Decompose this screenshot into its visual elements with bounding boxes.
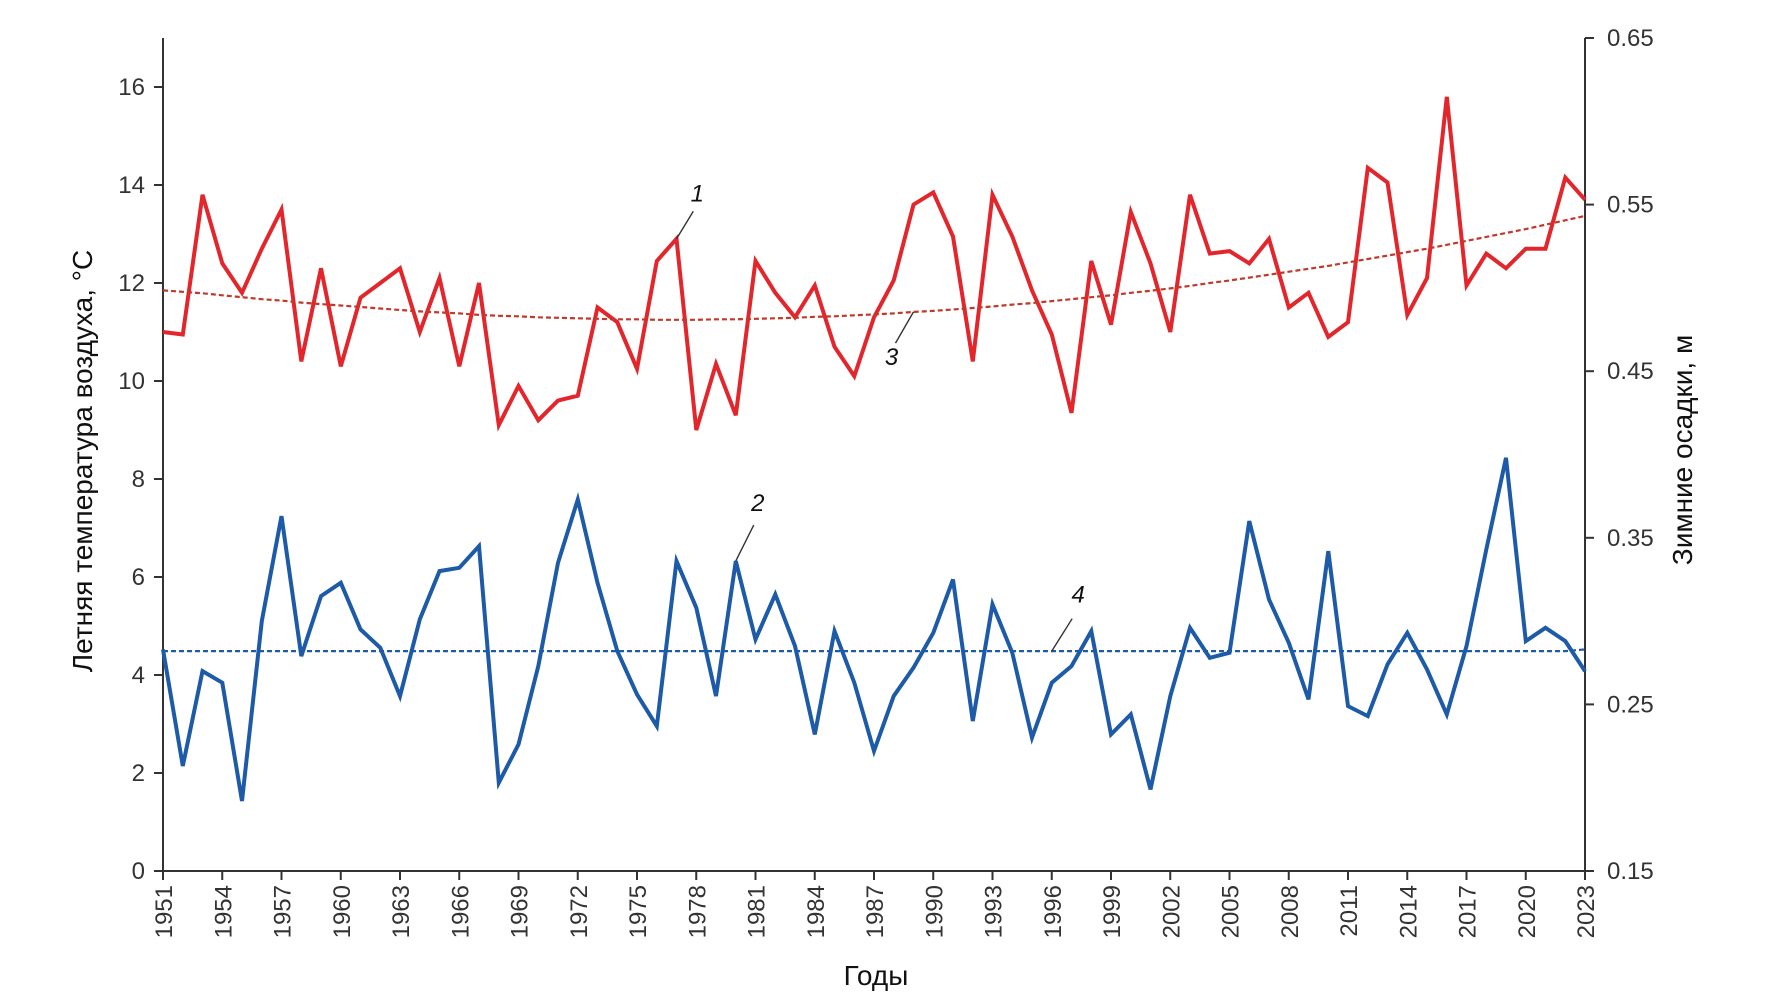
x-tick-label: 2011 <box>1336 885 1363 937</box>
left-y-tick-label: 10 <box>118 368 145 395</box>
annotation-leader-3 <box>894 311 915 344</box>
x-tick-label: 1954 <box>210 885 237 938</box>
annotation-leader-1 <box>675 210 694 240</box>
left-y-tick-label: 2 <box>132 760 145 787</box>
series-line-1 <box>162 96 1587 432</box>
left-y-tick-label: 8 <box>132 466 145 493</box>
right-y-tick-label: 0.55 <box>1607 192 1654 219</box>
annotation-label-4: 4 <box>1071 582 1084 609</box>
axes-layer: 02468101214160.150.250.350.450.550.65195… <box>118 25 1653 938</box>
annotation-label-2: 2 <box>750 490 764 517</box>
left-y-axis-title: Летняя температура воздуха, °С <box>67 250 98 672</box>
x-tick-label: 2005 <box>1218 885 1245 938</box>
annotation-layer: 1 2 3 4 <box>675 180 1085 652</box>
right-y-tick-label: 0.15 <box>1607 858 1654 885</box>
x-tick-label: 1999 <box>1099 885 1126 938</box>
series-line-3 <box>162 214 1586 321</box>
x-tick-label: 1963 <box>388 885 415 938</box>
right-y-tick-label: 0.35 <box>1607 525 1654 552</box>
x-tick-label: 1996 <box>1040 885 1067 938</box>
x-tick-label: 1972 <box>566 885 593 938</box>
annotation-label-3: 3 <box>885 344 899 371</box>
x-tick-label: 1975 <box>625 885 652 938</box>
series-layer <box>161 96 1587 802</box>
x-tick-label: 1984 <box>803 885 830 938</box>
x-tick-label: 2014 <box>1395 885 1422 938</box>
left-y-tick-label: 4 <box>132 662 145 689</box>
x-tick-label: 1993 <box>981 885 1008 938</box>
right-y-tick-label: 0.45 <box>1607 358 1654 385</box>
x-tick-label: 2008 <box>1277 885 1304 938</box>
x-tick-label: 1987 <box>862 885 889 938</box>
x-tick-label: 1951 <box>151 885 178 938</box>
x-tick-label: 1960 <box>329 885 356 938</box>
right-y-tick-label: 0.25 <box>1607 691 1654 718</box>
right-y-tick-label: 0.65 <box>1607 25 1654 52</box>
left-y-tick-label: 6 <box>132 564 145 591</box>
left-y-tick-label: 14 <box>118 172 145 199</box>
x-tick-label: 1957 <box>270 885 297 938</box>
x-tick-label: 1969 <box>507 885 534 938</box>
x-tick-label: 1978 <box>684 885 711 938</box>
x-axis-title: Годы <box>844 960 909 991</box>
x-tick-label: 1981 <box>744 885 771 938</box>
annotation-leader-4 <box>1051 618 1073 652</box>
x-tick-label: 1966 <box>447 885 474 938</box>
annotation-leader-2 <box>735 524 755 562</box>
right-y-axis-title: Зимние осадки, м <box>1667 335 1698 565</box>
x-tick-label: 1990 <box>921 885 948 938</box>
x-tick-label: 2020 <box>1514 885 1541 938</box>
annotation-label-1: 1 <box>691 180 704 207</box>
left-y-tick-label: 16 <box>118 74 145 101</box>
x-tick-label: 2023 <box>1573 885 1600 938</box>
series-line-4 <box>163 648 1586 653</box>
x-tick-label: 2002 <box>1158 885 1185 938</box>
x-tick-label: 2017 <box>1455 885 1482 938</box>
left-y-tick-label: 12 <box>118 270 145 297</box>
series-line-2 <box>161 457 1587 802</box>
left-y-tick-label: 0 <box>132 858 145 885</box>
